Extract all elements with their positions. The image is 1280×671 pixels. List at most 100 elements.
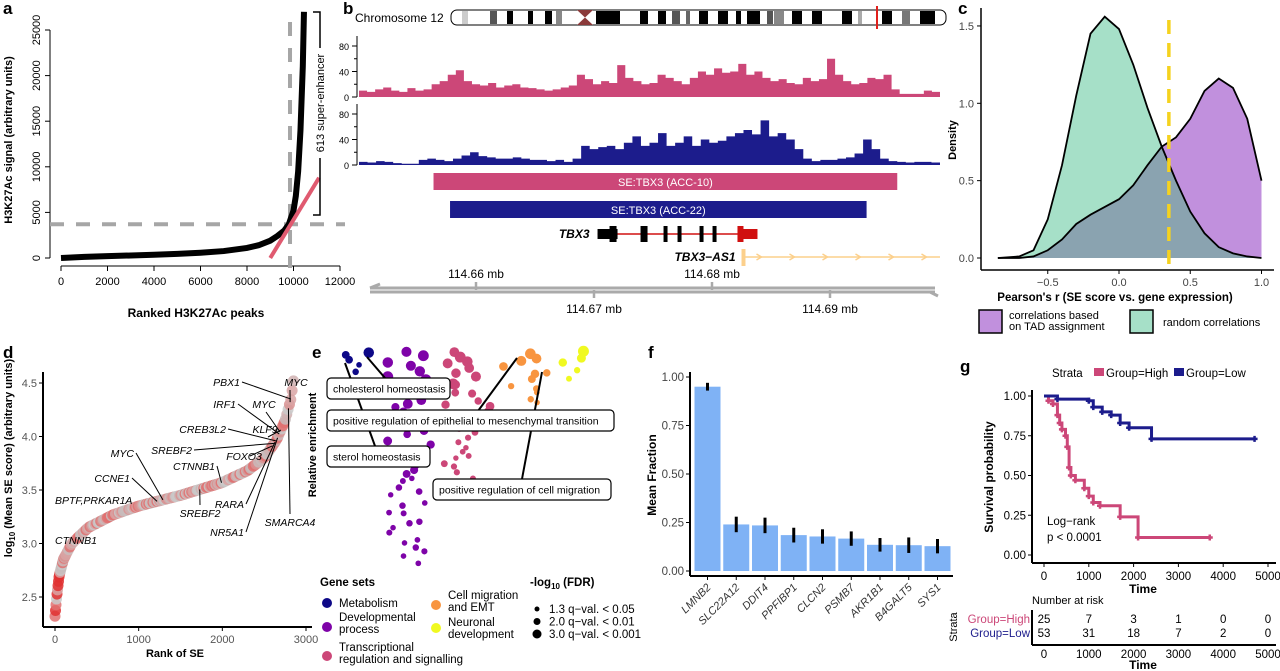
e-gene-set-dot bbox=[450, 463, 458, 470]
g-legend-title: Strata bbox=[1052, 368, 1083, 380]
e-annotation-leader-line bbox=[344, 362, 376, 447]
c-x-tick-label: 0.0 bbox=[1111, 277, 1126, 289]
e-gene-set-dot bbox=[395, 484, 403, 491]
g-risk-count: 18 bbox=[1127, 628, 1140, 640]
e-gene-set-dot bbox=[459, 448, 466, 455]
tbx3-exon bbox=[737, 226, 744, 242]
e-legend-label: Metabolism bbox=[339, 598, 398, 610]
tbx3-exon bbox=[640, 226, 648, 242]
d-gene-label: FOXO3 bbox=[226, 451, 262, 463]
e-gene-set-dot bbox=[470, 371, 481, 382]
g-risk-count: 0 bbox=[1265, 628, 1271, 640]
g-legend-swatch bbox=[1094, 368, 1104, 376]
g-risk-count: 7 bbox=[1175, 628, 1181, 640]
chromosome-band bbox=[792, 11, 802, 24]
c-x-tick-label: 0.5 bbox=[1183, 277, 1198, 289]
c-legend-swatch-random bbox=[1129, 309, 1154, 334]
e-gene-set-dot bbox=[566, 375, 572, 382]
centromere bbox=[577, 10, 593, 25]
d-y-tick-label: 2.5 bbox=[22, 592, 37, 604]
e-gene-set-dot bbox=[402, 398, 413, 409]
label-part: (Mean SE score) (arbitrary units) bbox=[3, 358, 15, 531]
panel-label-f: f bbox=[648, 343, 654, 362]
g-x-tick-label: 5000 bbox=[1255, 571, 1280, 583]
e-legend-label: Developmental bbox=[339, 612, 416, 624]
d-x-tick-label: 0 bbox=[52, 634, 58, 646]
g-risk-x-tick-label: 4000 bbox=[1210, 649, 1236, 661]
g-x-axis-label: Time bbox=[1129, 582, 1157, 596]
g-p-value: p < 0.0001 bbox=[1047, 532, 1102, 544]
g-survival-curve bbox=[1044, 394, 1255, 441]
d-label-leader-line bbox=[135, 452, 164, 501]
c-random-density-line bbox=[997, 15, 1262, 259]
e-gene-set-dot bbox=[464, 434, 472, 441]
e-gene-set-dot bbox=[386, 529, 393, 536]
d-label-leader-line bbox=[245, 441, 276, 505]
e-gene-set-dot bbox=[400, 510, 407, 517]
g-censor-mark bbox=[1054, 412, 1061, 419]
e-gene-set-dot bbox=[414, 536, 421, 543]
d-y-axis-label: log10 (Mean SE score) (arbitrary units) bbox=[3, 358, 17, 557]
d-gene-label: NR5A1 bbox=[210, 527, 244, 539]
f-y-tick-label: 0.50 bbox=[662, 469, 684, 481]
e-size-legend-label: 1.3 q−val. < 0.05 bbox=[549, 604, 635, 616]
e-size-legend-label: 3.0 q−val. < 0.001 bbox=[549, 629, 641, 641]
chromosome-band bbox=[736, 11, 741, 24]
e-gene-set-dot bbox=[409, 475, 415, 482]
g-censor-mark bbox=[1054, 396, 1061, 403]
strand-arrow-icon bbox=[822, 253, 829, 261]
e-y-axis-label: Relative enrichment bbox=[307, 392, 319, 497]
tbx3-exon bbox=[609, 226, 617, 242]
panel-label-b: b bbox=[343, 0, 353, 18]
label-part: (FDR) bbox=[560, 577, 595, 589]
d-y-tick-label: 4.5 bbox=[22, 378, 37, 390]
g-censor-mark bbox=[1067, 472, 1074, 479]
e-gene-set-dot bbox=[465, 452, 472, 459]
c-x-tick-label: 1.0 bbox=[1254, 277, 1269, 289]
g-x-tick-label: 4000 bbox=[1210, 571, 1236, 583]
d-y-tick-label: 3.5 bbox=[22, 485, 37, 497]
e-legend-dot bbox=[322, 651, 332, 661]
b-region-label: SE:TBX3 (ACC-10) bbox=[618, 177, 713, 189]
strand-arrow-icon bbox=[921, 253, 928, 261]
d-label-leader-line bbox=[267, 429, 282, 438]
e-gene-set-dot bbox=[410, 466, 419, 475]
f-y-tick-label: 1.00 bbox=[662, 372, 684, 384]
e-gene-set-dot bbox=[402, 470, 411, 478]
d-x-tick-label: 3000 bbox=[294, 634, 318, 646]
e-gene-set-dot bbox=[415, 488, 423, 495]
a-x-axis-label: Ranked H3K27Ac peaks bbox=[128, 306, 265, 320]
a-y-tick-label: 0 bbox=[31, 255, 43, 261]
e-legend-title: Gene sets bbox=[320, 577, 375, 589]
e-annotation-label: positive regulation of epithelial to mes… bbox=[333, 416, 599, 428]
genome-axis-label: 114.66 mb bbox=[448, 267, 504, 281]
d-gene-label: PBX1 bbox=[213, 377, 240, 389]
c-legend-label: on TAD assignment bbox=[1009, 321, 1105, 333]
g-censor-mark bbox=[1206, 534, 1213, 541]
panel-label-c: c bbox=[958, 0, 967, 18]
e-legend-label: Neuronal bbox=[448, 617, 495, 629]
a-x-tick-label: 4000 bbox=[142, 276, 166, 288]
c-y-axis-label: Density bbox=[947, 119, 959, 160]
g-risk-count: 53 bbox=[1038, 628, 1051, 640]
tbx3-as1-gene-label: TBX3−AS1 bbox=[674, 250, 735, 264]
a-x-tick-label: 2000 bbox=[95, 276, 119, 288]
b-track-acc22-coverage bbox=[359, 120, 940, 165]
panel-label-d: d bbox=[3, 343, 13, 362]
c-x-axis-label: Pearson's r (SE score vs. gene expressio… bbox=[997, 292, 1233, 304]
b-track-tick-label: 40 bbox=[339, 136, 349, 146]
a-y-tick-label: 20000 bbox=[31, 60, 43, 91]
d-gene-label: MYC bbox=[111, 448, 135, 460]
e-annotation-box bbox=[432, 478, 612, 501]
d-label-leader-line bbox=[265, 411, 281, 433]
e-size-legend-dot bbox=[534, 606, 540, 612]
tbx3-exon bbox=[742, 229, 758, 239]
e-gene-set-dot bbox=[451, 388, 460, 397]
b-track-tick-label: 40 bbox=[339, 68, 349, 78]
g-x-tick-label: 1000 bbox=[1076, 571, 1102, 583]
c-legend-label: correlations based bbox=[1009, 310, 1099, 322]
c-overlap-fill bbox=[997, 146, 1262, 258]
d-label-leader-line bbox=[227, 428, 277, 442]
chromosome-ideogram bbox=[450, 9, 947, 26]
